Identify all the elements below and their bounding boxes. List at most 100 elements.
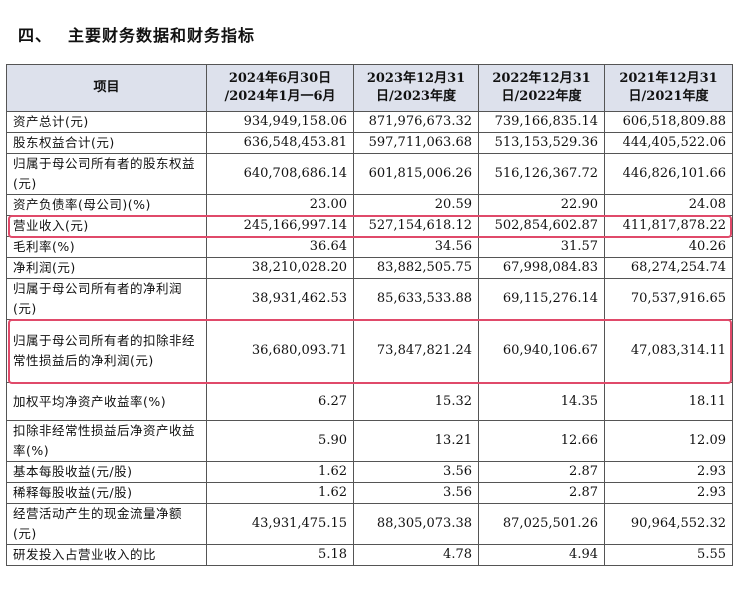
cell-value: 14.35	[478, 382, 605, 421]
row-label: 加权平均净资产收益率(%)	[6, 382, 207, 421]
row-label: 扣除非经常性损益后净资产收益率(%)	[6, 420, 207, 462]
cell-value: 3.56	[353, 461, 479, 483]
cell-value: 83,882,505.75	[353, 257, 479, 279]
cell-value: 34.56	[353, 236, 479, 258]
cell-value: 38,931,462.53	[206, 278, 354, 320]
cell-value: 2.93	[604, 461, 733, 483]
cell-value: 502,854,602.87	[478, 215, 605, 237]
cell-value: 527,154,618.12	[353, 215, 479, 237]
cell-value: 4.78	[353, 544, 479, 566]
cell-value: 2.87	[478, 482, 605, 504]
row-label: 净利润(元)	[6, 257, 207, 279]
financial-table: 项目 2024年6月30日 /2024年1月一6月 2023年12月31日/20…	[6, 64, 733, 566]
cell-value: 606,518,809.88	[604, 111, 733, 133]
header-2021: 2021年12月31日/2021年度	[604, 64, 733, 112]
row-label: 营业收入(元)	[6, 215, 207, 237]
cell-value: 2.87	[478, 461, 605, 483]
cell-value: 40.26	[604, 236, 733, 258]
row-label: 毛利率(%)	[6, 236, 207, 258]
cell-value: 5.18	[206, 544, 354, 566]
cell-value: 5.55	[604, 544, 733, 566]
table-header-row: 项目 2024年6月30日 /2024年1月一6月 2023年12月31日/20…	[6, 64, 733, 112]
row-label: 资产总计(元)	[6, 111, 207, 133]
table-row: 加权平均净资产收益率(%) 6.27 15.32 14.35 18.11	[6, 382, 733, 421]
cell-value: 513,153,529.36	[478, 132, 605, 154]
cell-value: 601,815,006.26	[353, 153, 479, 195]
row-label: 研发投入占营业收入的比	[6, 544, 207, 566]
cell-value: 640,708,686.14	[206, 153, 354, 195]
table-row: 归属于母公司所有者的扣除非经常性损益后的净利润(元) 36,680,093.71 7…	[6, 319, 733, 383]
cell-value: 12.66	[478, 420, 605, 462]
header-2022: 2022年12月31日/2022年度	[478, 64, 605, 112]
row-label: 股东权益合计(元)	[6, 132, 207, 154]
cell-value: 15.32	[353, 382, 479, 421]
cell-value: 18.11	[604, 382, 733, 421]
cell-value: 36.64	[206, 236, 354, 258]
cell-value: 88,305,073.38	[353, 503, 479, 545]
header-2024h1: 2024年6月30日 /2024年1月一6月	[206, 64, 354, 112]
table-row: 归属于母公司所有者的净利润(元) 38,931,462.53 85,633,533.…	[6, 278, 733, 320]
header-2023: 2023年12月31日/2023年度	[353, 64, 479, 112]
cell-value: 90,964,552.32	[604, 503, 733, 545]
cell-value: 47,083,314.11	[604, 319, 733, 383]
table-row: 归属于母公司所有者的股东权益(元) 640,708,686.14 601,815,0…	[6, 153, 733, 195]
cell-value: 1.62	[206, 461, 354, 483]
table-row: 净利润(元) 38,210,028.20 83,882,505.75 67,998,0…	[6, 257, 733, 279]
table-row: 毛利率(%) 36.64 34.56 31.57 40.26	[6, 236, 733, 258]
cell-value: 23.00	[206, 194, 354, 216]
cell-value: 67,998,084.83	[478, 257, 605, 279]
cell-value: 43,931,475.15	[206, 503, 354, 545]
cell-value: 245,166,997.14	[206, 215, 354, 237]
cell-value: 20.59	[353, 194, 479, 216]
row-label: 资产负债率(母公司)(%)	[6, 194, 207, 216]
cell-value: 3.56	[353, 482, 479, 504]
cell-value: 444,405,522.06	[604, 132, 733, 154]
cell-value: 12.09	[604, 420, 733, 462]
cell-value: 516,126,367.72	[478, 153, 605, 195]
cell-value: 739,166,835.14	[478, 111, 605, 133]
table-row: 稀释每股收益(元/股) 1.62 3.56 2.87 2.93	[6, 482, 733, 504]
cell-value: 636,548,453.81	[206, 132, 354, 154]
cell-value: 934,949,158.06	[206, 111, 354, 133]
row-label: 归属于母公司所有者的扣除非经常性损益后的净利润(元)	[6, 319, 207, 383]
cell-value: 871,976,673.32	[353, 111, 479, 133]
cell-value: 24.08	[604, 194, 733, 216]
table-row: 研发投入占营业收入的比 5.18 4.78 4.94 5.55	[6, 544, 733, 566]
cell-value: 2.93	[604, 482, 733, 504]
row-label: 经营活动产生的现金流量净额(元)	[6, 503, 207, 545]
cell-value: 87,025,501.26	[478, 503, 605, 545]
row-label: 归属于母公司所有者的净利润(元)	[6, 278, 207, 320]
cell-value: 13.21	[353, 420, 479, 462]
section-title: 主要财务数据和财务指标	[68, 26, 256, 45]
cell-value: 31.57	[478, 236, 605, 258]
cell-value: 5.90	[206, 420, 354, 462]
cell-value: 70,537,916.65	[604, 278, 733, 320]
section-heading: 四、 主要财务数据和财务指标	[18, 22, 255, 46]
cell-value: 446,826,101.66	[604, 153, 733, 195]
cell-value: 1.62	[206, 482, 354, 504]
table-row: 资产负债率(母公司)(%) 23.00 20.59 22.90 24.08	[6, 194, 733, 216]
table-row: 经营活动产生的现金流量净额(元) 43,931,475.15 88,305,073.…	[6, 503, 733, 545]
cell-value: 60,940,106.67	[478, 319, 605, 383]
row-label: 稀释每股收益(元/股)	[6, 482, 207, 504]
table-row: 资产总计(元) 934,949,158.06 871,976,673.32 739,1…	[6, 111, 733, 133]
cell-value: 6.27	[206, 382, 354, 421]
cell-value: 85,633,533.88	[353, 278, 479, 320]
cell-value: 597,711,063.68	[353, 132, 479, 154]
section-number: 四、	[18, 26, 53, 45]
cell-value: 38,210,028.20	[206, 257, 354, 279]
cell-value: 22.90	[478, 194, 605, 216]
row-label: 归属于母公司所有者的股东权益(元)	[6, 153, 207, 195]
header-item: 项目	[6, 64, 207, 112]
cell-value: 73,847,821.24	[353, 319, 479, 383]
table-row: 营业收入(元) 245,166,997.14 527,154,618.12 502,8…	[6, 215, 733, 237]
cell-value: 69,115,276.14	[478, 278, 605, 320]
cell-value: 68,274,254.74	[604, 257, 733, 279]
cell-value: 36,680,093.71	[206, 319, 354, 383]
cell-value: 4.94	[478, 544, 605, 566]
cell-value: 411,817,878.22	[604, 215, 733, 237]
row-label: 基本每股收益(元/股)	[6, 461, 207, 483]
table-row: 基本每股收益(元/股) 1.62 3.56 2.87 2.93	[6, 461, 733, 483]
table-row: 股东权益合计(元) 636,548,453.81 597,711,063.68 513…	[6, 132, 733, 154]
table-row: 扣除非经常性损益后净资产收益率(%) 5.90 13.21 12.66 12.09	[6, 420, 733, 462]
